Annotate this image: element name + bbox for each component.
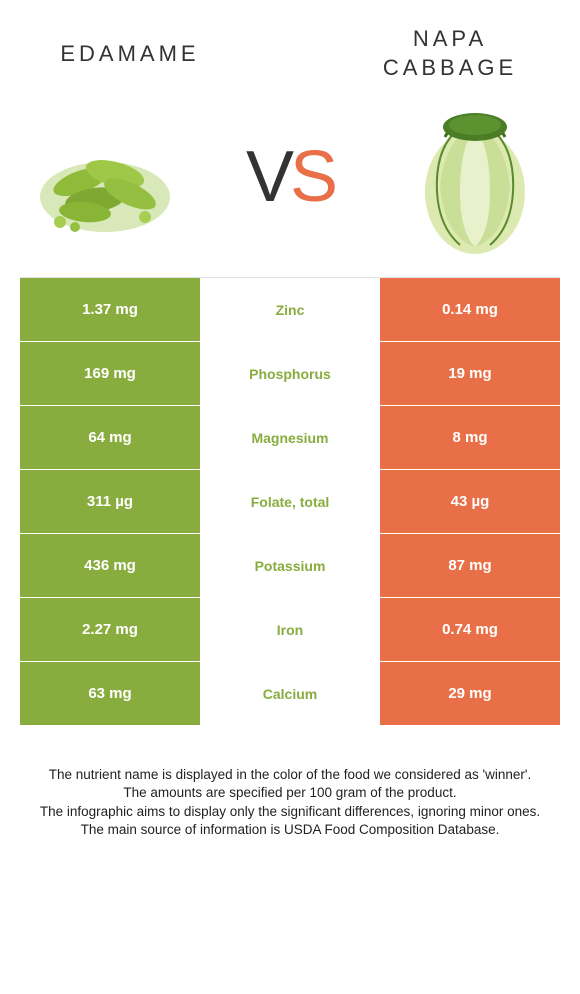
- nutrient-name: Folate, total: [200, 470, 380, 533]
- vs-label: VS: [246, 136, 334, 218]
- nutrient-row: 63 mgCalcium29 mg: [20, 662, 560, 726]
- value-right: 0.14 mg: [380, 278, 560, 341]
- value-right: 19 mg: [380, 342, 560, 405]
- nutrient-name: Potassium: [200, 534, 380, 597]
- title-right: NAPA CABBAGE: [350, 25, 550, 82]
- nutrient-row: 64 mgMagnesium8 mg: [20, 406, 560, 470]
- vs-s: S: [290, 137, 334, 217]
- nutrient-row: 311 µgFolate, total43 µg: [20, 470, 560, 534]
- value-left: 436 mg: [20, 534, 200, 597]
- footer-notes: The nutrient name is displayed in the co…: [20, 766, 560, 839]
- nutrient-row: 436 mgPotassium87 mg: [20, 534, 560, 598]
- footer-line-4: The main source of information is USDA F…: [20, 821, 560, 839]
- value-right: 29 mg: [380, 662, 560, 725]
- nutrient-table: 1.37 mgZinc0.14 mg169 mgPhosphorus19 mg6…: [20, 277, 560, 726]
- value-right: 8 mg: [380, 406, 560, 469]
- nutrient-row: 169 mgPhosphorus19 mg: [20, 342, 560, 406]
- nutrient-name: Zinc: [200, 278, 380, 341]
- value-left: 2.27 mg: [20, 598, 200, 661]
- nutrient-name: Calcium: [200, 662, 380, 725]
- value-left: 63 mg: [20, 662, 200, 725]
- value-left: 64 mg: [20, 406, 200, 469]
- nutrient-row: 2.27 mgIron0.74 mg: [20, 598, 560, 662]
- napa-cabbage-image: [400, 102, 550, 252]
- footer-line-2: The amounts are specified per 100 gram o…: [20, 784, 560, 802]
- value-left: 169 mg: [20, 342, 200, 405]
- value-left: 1.37 mg: [20, 278, 200, 341]
- nutrient-name: Phosphorus: [200, 342, 380, 405]
- vs-v: V: [246, 137, 290, 217]
- footer-line-1: The nutrient name is displayed in the co…: [20, 766, 560, 784]
- value-right: 0.74 mg: [380, 598, 560, 661]
- nutrient-row: 1.37 mgZinc0.14 mg: [20, 278, 560, 342]
- title-left: EDAMAME: [30, 41, 230, 67]
- header: EDAMAME NAPA CABBAGE: [0, 0, 580, 82]
- footer-line-3: The infographic aims to display only the…: [20, 803, 560, 821]
- edamame-image: [30, 102, 180, 252]
- value-right: 87 mg: [380, 534, 560, 597]
- value-left: 311 µg: [20, 470, 200, 533]
- value-right: 43 µg: [380, 470, 560, 533]
- nutrient-name: Magnesium: [200, 406, 380, 469]
- images-row: VS: [0, 82, 580, 277]
- nutrient-name: Iron: [200, 598, 380, 661]
